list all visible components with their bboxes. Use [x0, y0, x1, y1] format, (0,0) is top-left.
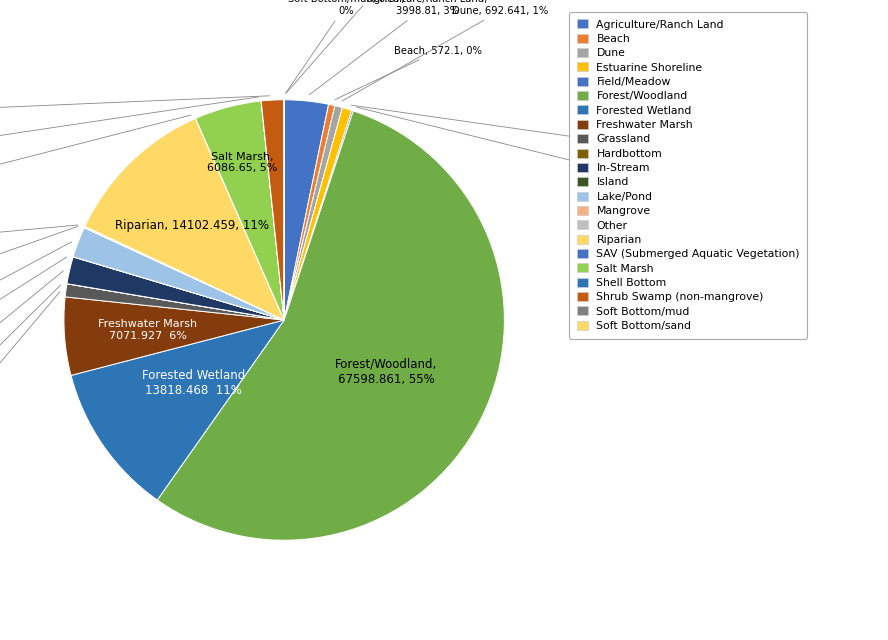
Wedge shape	[284, 106, 343, 320]
Text: Lake/Pond,
2772.441, 2%: Lake/Pond, 2772.441, 2%	[0, 242, 72, 348]
Text: Forested Wetland
13818.468  11%: Forested Wetland 13818.468 11%	[142, 369, 245, 397]
Wedge shape	[65, 284, 284, 320]
Wedge shape	[284, 104, 335, 320]
Text: Grassland,
1179.7, 1%: Grassland, 1179.7, 1%	[0, 292, 59, 494]
Wedge shape	[284, 111, 353, 320]
Wedge shape	[67, 257, 284, 320]
Text: Beach, 572.1, 0%: Beach, 572.1, 0%	[335, 45, 482, 99]
Text: Estuarine
Shoreline,
877.77, 1%: Estuarine Shoreline, 877.77, 1%	[351, 105, 683, 165]
Wedge shape	[261, 100, 284, 320]
Text: Riparian, 14102.459, 11%: Riparian, 14102.459, 11%	[115, 219, 269, 232]
Wedge shape	[195, 101, 284, 320]
Text: Forest/Woodland,
67598.861, 55%: Forest/Woodland, 67598.861, 55%	[336, 358, 438, 385]
Wedge shape	[64, 297, 284, 376]
Text: Soft Bottom/mud, 0.67,
0%: Soft Bottom/mud, 0.67, 0%	[286, 0, 404, 93]
Wedge shape	[284, 108, 352, 320]
Text: Hardbottom,
9.16, 0%: Hardbottom, 9.16, 0%	[0, 285, 60, 458]
Text: Shrub Swamp (non-
mangrove), 2052.5, 2%: Shrub Swamp (non- mangrove), 2052.5, 2%	[0, 96, 270, 124]
Text: Shell Bottom, 3.16, 0%: Shell Bottom, 3.16, 0%	[0, 97, 258, 160]
Wedge shape	[73, 228, 284, 320]
Text: Mangrove,
84.136, 0%: Mangrove, 84.136, 0%	[0, 227, 78, 300]
Wedge shape	[73, 257, 284, 320]
Wedge shape	[284, 100, 329, 320]
Wedge shape	[84, 227, 284, 320]
Wedge shape	[261, 101, 284, 320]
Wedge shape	[195, 118, 284, 320]
Text: Freshwater Marsh
7071.927  6%: Freshwater Marsh 7071.927 6%	[99, 319, 197, 341]
Text: Salt Marsh,
6086.65, 5%: Salt Marsh, 6086.65, 5%	[207, 152, 278, 173]
Text: Soft Bottom/sand, 2.477,
0%: Soft Bottom/sand, 2.477, 0%	[286, 0, 439, 93]
Text: In-Stream,
2454.71, 2%: In-Stream, 2454.71, 2%	[0, 271, 63, 419]
Text: Agriculture/Ranch Land,
3998.81, 3%: Agriculture/Ranch Land, 3998.81, 3%	[309, 0, 488, 95]
Wedge shape	[84, 227, 284, 320]
Text: Island, 17.09, 0%: Island, 17.09, 0%	[0, 257, 67, 378]
Text: Field/Meadow, 143.11,
0%: Field/Meadow, 143.11, 0%	[357, 107, 738, 198]
Legend: Agriculture/Ranch Land, Beach, Dune, Estuarine Shoreline, Field/Meadow, Forest/W: Agriculture/Ranch Land, Beach, Dune, Est…	[569, 12, 807, 339]
Wedge shape	[85, 118, 284, 320]
Wedge shape	[71, 320, 284, 500]
Text: Dune, 692.641, 1%: Dune, 692.641, 1%	[342, 6, 548, 101]
Wedge shape	[67, 284, 284, 320]
Text: Other, 58.023, 0%: Other, 58.023, 0%	[0, 225, 78, 248]
Text: SAV (Submerged Aquatic
Vegetation), 8.897, 0%: SAV (Submerged Aquatic Vegetation), 8.89…	[0, 115, 191, 210]
Wedge shape	[157, 111, 504, 540]
